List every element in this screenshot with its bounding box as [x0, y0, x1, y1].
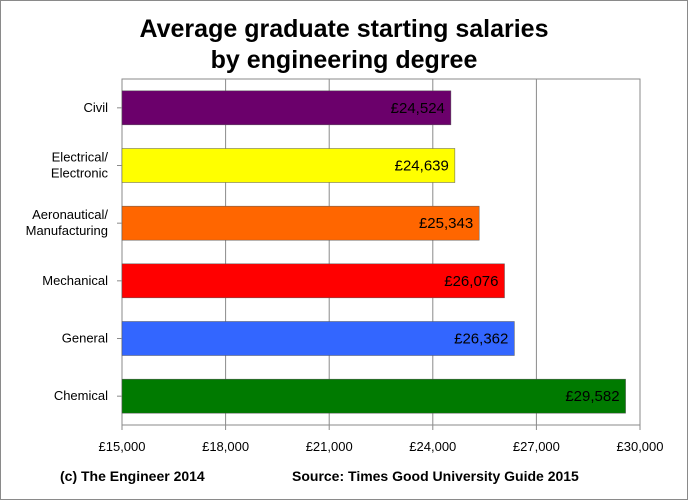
- data-label: £24,639: [395, 158, 449, 175]
- chart-title: Average graduate starting salaries by en…: [0, 14, 688, 76]
- bar: [121, 263, 505, 299]
- chart-title-line-1: Average graduate starting salaries: [139, 15, 549, 43]
- bar: [121, 205, 480, 241]
- bar: [121, 321, 515, 356]
- x-tick-label: £18,000: [202, 439, 249, 454]
- data-label: £25,343: [419, 215, 473, 232]
- plot-area: [121, 78, 641, 426]
- category-label: Aeronautical/Manufacturing: [26, 207, 109, 238]
- source-note: Source: Times Good University Guide 2015: [292, 468, 579, 484]
- bar: [121, 148, 456, 183]
- bar: [121, 90, 452, 126]
- x-tick-label: £27,000: [513, 439, 560, 454]
- x-tick-label: £30,000: [617, 439, 664, 454]
- x-tick-label: £24,000: [409, 439, 456, 454]
- category-label: Civil: [83, 100, 108, 115]
- x-tick-label: £21,000: [306, 439, 353, 454]
- category-label: Chemical: [54, 388, 108, 403]
- copyright-note: (c) The Engineer 2014: [60, 468, 205, 484]
- category-label: General: [62, 331, 108, 346]
- x-tick-label: £15,000: [99, 439, 146, 454]
- data-label: £26,362: [454, 331, 508, 348]
- data-label: £24,524: [391, 100, 445, 117]
- data-label: £26,076: [444, 273, 498, 290]
- chart-title-line-2: by engineering degree: [210, 46, 478, 74]
- category-label: Mechanical: [42, 273, 108, 288]
- category-label: Electrical/Electronic: [51, 150, 109, 181]
- data-label: £29,582: [565, 388, 619, 405]
- bar: [121, 378, 626, 414]
